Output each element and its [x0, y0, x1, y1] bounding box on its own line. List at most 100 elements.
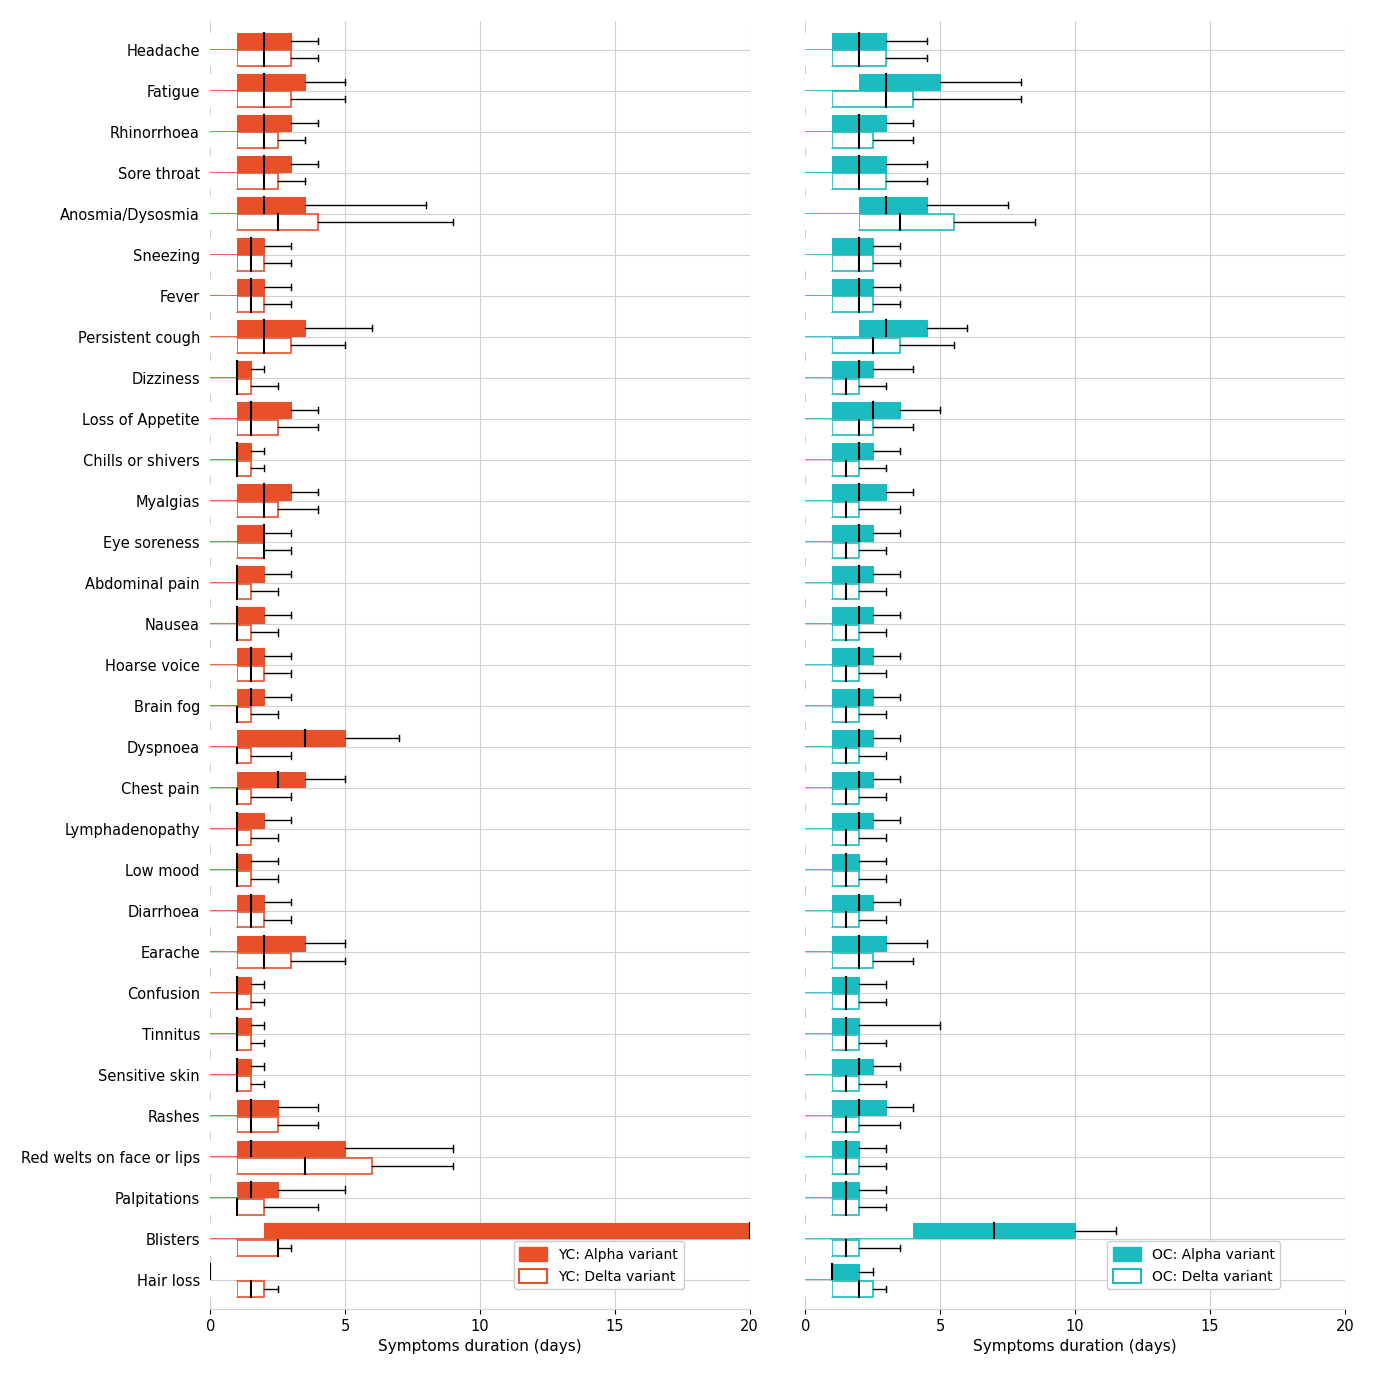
Bar — [806, 173, 832, 188]
Bar — [832, 813, 873, 828]
Bar — [832, 994, 859, 1009]
X-axis label: Symptoms duration (days): Symptoms duration (days) — [974, 1339, 1177, 1354]
Bar — [210, 608, 238, 623]
Bar — [832, 461, 859, 476]
Bar — [210, 51, 238, 66]
Bar — [806, 337, 832, 353]
Bar — [210, 870, 238, 887]
Bar — [806, 1018, 859, 1033]
Bar — [806, 813, 832, 828]
Bar — [210, 238, 264, 254]
Bar — [210, 157, 238, 172]
Bar — [210, 443, 250, 459]
Bar — [210, 74, 305, 89]
Bar — [238, 953, 292, 968]
Bar — [210, 1035, 238, 1050]
Bar — [806, 689, 873, 705]
Bar — [210, 1158, 238, 1173]
Bar — [806, 320, 927, 336]
Bar — [238, 173, 278, 188]
Bar — [832, 1158, 859, 1173]
Bar — [832, 1035, 859, 1050]
Bar — [210, 829, 238, 846]
Bar — [806, 976, 859, 993]
Bar — [238, 132, 278, 148]
Bar — [210, 1181, 278, 1198]
Bar — [238, 1240, 278, 1255]
Bar — [238, 935, 305, 952]
Bar — [238, 214, 318, 230]
Bar — [806, 362, 873, 377]
Bar — [806, 953, 832, 968]
Bar — [832, 502, 859, 517]
Bar — [806, 1222, 1075, 1239]
Bar — [238, 419, 278, 434]
Bar — [210, 608, 264, 623]
Bar — [806, 51, 832, 66]
Bar — [832, 730, 873, 747]
Bar — [210, 976, 238, 993]
Bar — [238, 443, 250, 459]
Bar — [210, 116, 238, 131]
Bar — [806, 157, 887, 172]
Bar — [806, 238, 832, 254]
Bar — [832, 666, 859, 681]
Bar — [806, 484, 832, 500]
Bar — [238, 895, 264, 910]
Bar — [832, 443, 873, 459]
Bar — [806, 813, 873, 828]
Bar — [806, 1141, 859, 1156]
Bar — [832, 1282, 873, 1297]
Bar — [238, 484, 292, 500]
Bar — [806, 829, 832, 846]
Bar — [210, 1059, 250, 1074]
Bar — [832, 279, 873, 294]
Bar — [832, 173, 887, 188]
Bar — [210, 484, 238, 500]
Bar — [806, 608, 832, 623]
Bar — [806, 157, 832, 172]
Bar — [806, 730, 873, 747]
Bar — [832, 419, 873, 434]
Bar — [806, 256, 832, 271]
Bar — [806, 895, 873, 910]
Bar — [210, 935, 238, 952]
Bar — [806, 1158, 832, 1173]
Bar — [238, 362, 250, 377]
Bar — [238, 1282, 264, 1297]
Bar — [210, 74, 238, 89]
Bar — [832, 608, 873, 623]
Bar — [238, 1100, 278, 1115]
Bar — [210, 33, 238, 48]
Bar — [832, 525, 873, 540]
Bar — [210, 419, 238, 434]
Bar — [832, 912, 859, 927]
Bar — [806, 238, 873, 254]
Bar — [210, 1100, 238, 1115]
Bar — [806, 1059, 873, 1074]
Bar — [210, 895, 264, 910]
Bar — [238, 1018, 250, 1033]
Bar — [238, 1059, 250, 1074]
Bar — [210, 935, 305, 952]
Bar — [832, 583, 859, 600]
Bar — [806, 608, 873, 623]
Bar — [832, 689, 873, 705]
Bar — [238, 502, 278, 517]
Bar — [806, 214, 859, 230]
Bar — [859, 74, 941, 89]
Bar — [806, 33, 887, 48]
Bar — [210, 33, 292, 48]
Bar — [238, 730, 345, 747]
Bar — [238, 279, 264, 294]
Bar — [806, 771, 873, 786]
Bar — [832, 854, 859, 869]
Bar — [832, 337, 899, 353]
Bar — [210, 649, 238, 664]
Bar — [238, 256, 264, 271]
Bar — [238, 649, 264, 664]
Bar — [832, 1116, 859, 1133]
Bar — [238, 378, 250, 395]
Bar — [210, 789, 238, 804]
Bar — [806, 1141, 832, 1156]
